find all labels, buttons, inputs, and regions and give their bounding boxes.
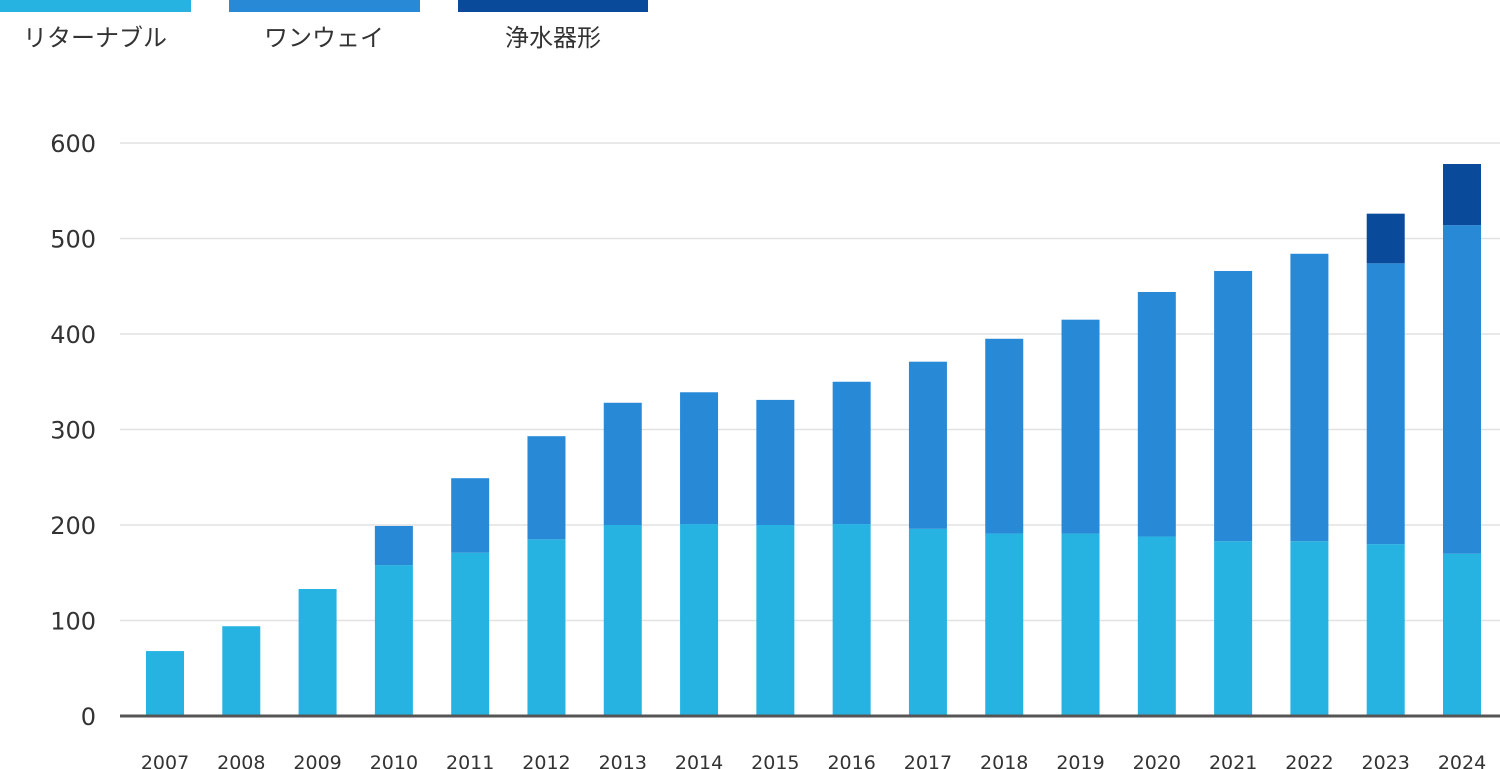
bar-2012-series-1 bbox=[527, 539, 566, 716]
bar-2013-series-2 bbox=[603, 402, 642, 525]
grid-lines bbox=[120, 142, 1500, 622]
legend-swatch-2 bbox=[229, 0, 420, 12]
legend-label-3: 浄水器形 bbox=[505, 24, 601, 52]
bar-2022-series-2 bbox=[1290, 253, 1329, 542]
bar-2019-series-2 bbox=[1061, 319, 1100, 534]
x-tick-label-2016: 2016 bbox=[827, 752, 875, 769]
bar-2016-series-1 bbox=[832, 524, 871, 716]
x-tick-label-2012: 2012 bbox=[522, 752, 570, 769]
x-tick-label-2018: 2018 bbox=[980, 752, 1028, 769]
bar-2023-series-3 bbox=[1366, 213, 1405, 264]
bar-2010-series-1 bbox=[374, 565, 413, 716]
legend: リターナブル ワンウェイ 浄水器形 bbox=[0, 0, 648, 52]
bar-2019-series-1 bbox=[1061, 533, 1100, 716]
bar-2014-series-2 bbox=[680, 392, 719, 525]
bar-2024-series-3 bbox=[1443, 164, 1481, 226]
bar-2020-series-1 bbox=[1137, 536, 1176, 716]
bar-2010-series-2 bbox=[374, 525, 413, 566]
bar-2015-series-2 bbox=[756, 399, 795, 525]
legend-label-1: リターナブル bbox=[23, 24, 167, 52]
bar-2021-series-2 bbox=[1214, 270, 1253, 542]
bar-2020-series-2 bbox=[1137, 291, 1176, 537]
x-tick-label-2013: 2013 bbox=[599, 752, 647, 769]
bar-2007-series-1 bbox=[146, 651, 184, 716]
y-axis-ticks: 0 100 200 300 400 500 600 bbox=[50, 130, 96, 731]
bar-2016-series-2 bbox=[832, 381, 871, 525]
x-tick-label-2008: 2008 bbox=[217, 752, 265, 769]
x-tick-label-2024: 2024 bbox=[1438, 752, 1486, 769]
y-tick-label-500: 500 bbox=[50, 226, 96, 254]
bar-2008-series-1 bbox=[222, 626, 261, 716]
bar-2017-series-2 bbox=[908, 361, 947, 529]
x-tick-label-2015: 2015 bbox=[751, 752, 799, 769]
bar-2018-series-2 bbox=[985, 338, 1024, 534]
bar-2015-series-1 bbox=[756, 525, 795, 716]
bar-2011-series-1 bbox=[451, 552, 490, 716]
legend-swatch-3 bbox=[458, 0, 648, 12]
bar-2011-series-2 bbox=[451, 478, 490, 553]
bar-2012-series-2 bbox=[527, 436, 566, 540]
y-tick-label-100: 100 bbox=[50, 608, 96, 636]
bar-2024-series-2 bbox=[1443, 225, 1481, 554]
x-tick-label-2019: 2019 bbox=[1056, 752, 1104, 769]
x-tick-label-2022: 2022 bbox=[1285, 752, 1333, 769]
bars bbox=[146, 164, 1481, 716]
y-tick-label-300: 300 bbox=[50, 417, 96, 445]
x-tick-label-2023: 2023 bbox=[1362, 752, 1410, 769]
x-tick-label-2010: 2010 bbox=[370, 752, 418, 769]
bar-2013-series-1 bbox=[603, 525, 642, 716]
y-tick-label-400: 400 bbox=[50, 321, 96, 349]
bar-2018-series-1 bbox=[985, 533, 1024, 716]
y-tick-label-200: 200 bbox=[50, 512, 96, 540]
y-tick-label-0: 0 bbox=[81, 703, 96, 731]
x-tick-label-2020: 2020 bbox=[1133, 752, 1181, 769]
bar-2023-series-2 bbox=[1366, 263, 1405, 545]
bar-2009-series-1 bbox=[298, 588, 337, 716]
x-tick-label-2011: 2011 bbox=[446, 752, 494, 769]
x-tick-label-2017: 2017 bbox=[904, 752, 952, 769]
legend-label-2: ワンウェイ bbox=[264, 24, 384, 52]
x-tick-label-2014: 2014 bbox=[675, 752, 723, 769]
x-tick-label-2007: 2007 bbox=[141, 752, 189, 769]
bar-2023-series-1 bbox=[1366, 544, 1405, 716]
x-tick-label-2021: 2021 bbox=[1209, 752, 1257, 769]
x-axis-ticks: 2007 2008 2009 2010 2011 2012 2013 2014 2015 2016… bbox=[141, 752, 1486, 769]
bar-2017-series-1 bbox=[908, 528, 947, 716]
bar-2022-series-1 bbox=[1290, 541, 1329, 716]
legend-swatch-1 bbox=[0, 0, 191, 12]
bar-2014-series-1 bbox=[680, 524, 719, 716]
x-tick-label-2009: 2009 bbox=[293, 752, 341, 769]
bar-2024-series-1 bbox=[1443, 553, 1481, 716]
bar-2021-series-1 bbox=[1214, 541, 1253, 716]
y-tick-label-600: 600 bbox=[50, 130, 96, 158]
